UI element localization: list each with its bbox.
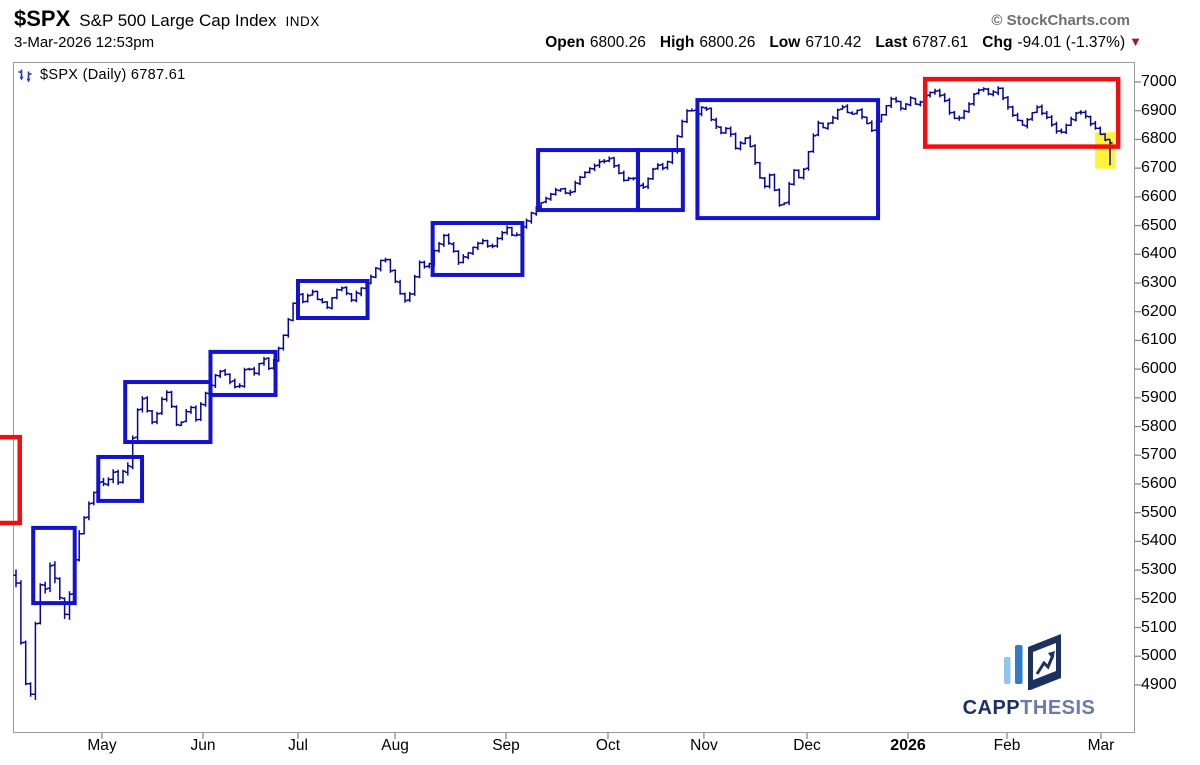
y-tick-label: 5500 [1141,503,1177,521]
legend-label: $SPX (Daily) 6787.61 [40,67,186,83]
consolidation-box-3 [123,380,213,445]
x-tick-label: Dec [793,737,821,754]
logo-text: CAPPTHESIS [948,697,1110,720]
y-tick-label: 6500 [1141,216,1177,234]
cappthesis-logo: CAPPTHESIS [948,626,1110,720]
y-tick-label: 5000 [1141,647,1177,665]
legend: $SPX (Daily) 6787.61 [16,67,185,83]
high-value: 6800.26 [699,34,756,51]
x-tick-label: May [87,737,117,754]
y-tick-label: 6200 [1141,302,1177,320]
x-tick-label: Sep [492,737,520,754]
low-label: Low [769,34,801,51]
logo-text-capp: CAPP [962,697,1021,719]
plot-area [0,62,1141,739]
quote-summary: Open 6800.26 High 6800.26 Low 6710.42 Last 6… [545,34,1142,52]
y-tick-label: 6300 [1141,273,1177,291]
consolidation-box-5 [295,278,370,321]
x-tick-label: 2026 [890,737,926,754]
chart-type-icon [18,69,32,83]
last-label: Last [875,34,908,51]
consolidation-box-1 [31,525,77,606]
chart-header: $SPX S&P 500 Large Cap Index INDX [14,6,320,32]
x-tick-label: Mar [1087,737,1115,754]
y-tick-label: 6700 [1141,159,1177,177]
exchange-code: INDX [285,14,320,29]
down-arrow-icon: ▼ [1129,34,1142,49]
low-value: 6710.42 [805,34,862,51]
symbol: $SPX [14,6,71,31]
y-tick-label: 5600 [1141,474,1177,492]
y-tick-label: 5100 [1141,618,1177,636]
timestamp: 3-Mar-2026 12:53pm [14,34,155,51]
y-tick-label: 6900 [1141,101,1177,119]
logo-text-thesis: THESIS [1020,697,1096,719]
y-tick-label: 6400 [1141,245,1177,263]
x-tick-label: Oct [595,737,621,754]
y-tick-label: 5800 [1141,417,1177,435]
y-tick-label: 5700 [1141,446,1177,464]
x-tick-label: Nov [690,737,718,754]
y-tick-label: 7000 [1141,73,1177,90]
red-box-right [922,76,1121,149]
high-label: High [659,34,695,51]
x-tick-label: Jun [190,737,216,754]
x-tick-label: Aug [381,737,409,754]
open-value: 6800.26 [589,34,646,51]
y-tick-label: 6600 [1141,187,1177,205]
consolidation-box-7b [635,148,685,213]
price-bars [13,86,1113,700]
last-value: 6787.61 [912,34,969,51]
quote-row: 3-Mar-2026 12:53pm Open 6800.26 High 6800.… [0,34,1200,52]
y-tick-label: 4900 [1141,675,1177,693]
consolidation-box-6 [430,220,525,277]
plot-frame [13,62,1135,733]
red-box-left [0,434,22,526]
y-tick-label: 5400 [1141,532,1177,550]
y-tick-label: 6000 [1141,360,1177,378]
copyright: © StockCharts.com [991,12,1130,29]
consolidation-box-8 [695,98,881,221]
index-name: S&P 500 Large Cap Index [79,11,277,30]
y-tick-label: 6100 [1141,331,1177,349]
x-tick-label: Feb [993,737,1021,754]
consolidation-box-7a [536,148,640,213]
chg-label: Chg [982,34,1013,51]
logo-icon [1004,634,1061,691]
y-tick-label: 5900 [1141,388,1177,406]
consolidation-box-4 [208,349,278,397]
open-label: Open [545,34,585,51]
chg-value: -94.01 (-1.37%) [1017,34,1126,51]
x-tick-label: Jul [288,737,308,754]
consolidation-box-2 [96,454,145,503]
y-tick-label: 6800 [1141,130,1177,148]
y-tick-label: 5300 [1141,561,1177,579]
y-tick-label: 5200 [1141,589,1177,607]
